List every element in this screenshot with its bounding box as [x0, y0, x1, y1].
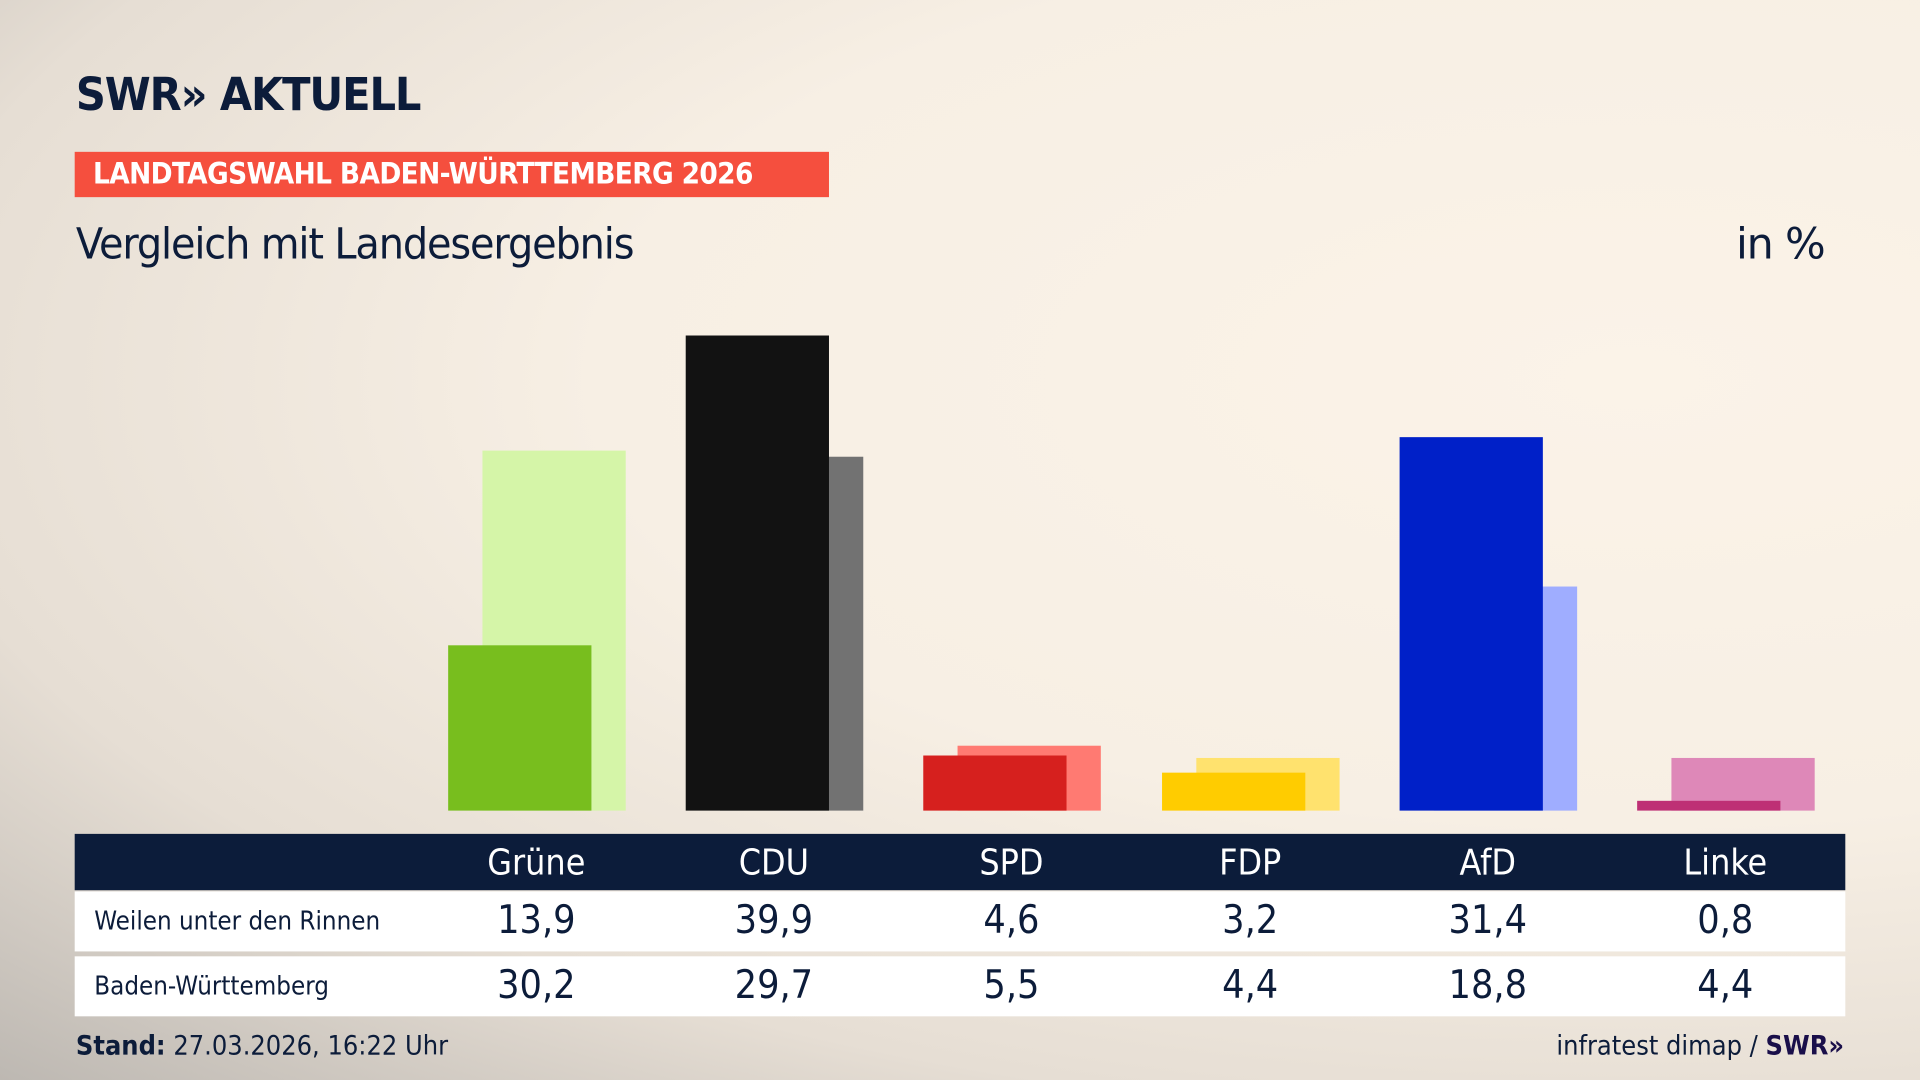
unit-label: in %	[1735, 220, 1826, 270]
bar-cdu-local	[685, 335, 829, 811]
bar-spd-local	[923, 755, 1067, 811]
value-cell: 18,8	[1448, 961, 1527, 1008]
stand-value: 27.03.2026, 16:22 Uhr	[173, 1031, 449, 1062]
table-row: Weilen unter den Rinnen 13,9 39,9 4,6 3,2 31,…	[74, 891, 1846, 952]
source-text: infratest dimap /	[1556, 1031, 1758, 1062]
value-cell: 13,9	[497, 896, 576, 943]
bar-fdp-local	[1162, 772, 1306, 811]
chart-subtitle: Vergleich mit Landesergebnis	[75, 220, 635, 270]
timestamp: Stand: 27.03.2026, 16:22 Uhr	[76, 1031, 448, 1062]
bar-linke-local	[1637, 801, 1781, 811]
swr-aktuell-logo: SWR» AKTUELL	[75, 68, 422, 122]
election-banner: LANDTAGSWAHL BADEN-WÜRTTEMBERG 2026	[74, 151, 829, 198]
column-header: Grüne	[487, 841, 586, 883]
value-cell: 4,4	[1697, 961, 1754, 1008]
value-cell: 4,4	[1222, 961, 1279, 1008]
row-label: Baden-Württemberg	[94, 971, 329, 1001]
column-header: SPD	[979, 841, 1044, 883]
column-header: CDU	[738, 841, 810, 883]
value-cell: 3,2	[1222, 896, 1279, 943]
value-cell: 30,2	[497, 961, 576, 1008]
bar-grüne-local	[448, 645, 592, 811]
value-cell: 5,5	[983, 961, 1040, 1008]
table-row: Baden-Württemberg 30,2 29,7 5,5 4,4 18,8 4,4	[74, 956, 1846, 1017]
table-header: Grüne CDU SPD FDP AfD Linke	[74, 833, 1846, 891]
column-header: AfD	[1459, 841, 1516, 883]
row-label: Weilen unter den Rinnen	[94, 906, 381, 936]
stand-label: Stand:	[75, 1031, 166, 1062]
column-header: FDP	[1219, 841, 1282, 883]
value-cell: 0,8	[1697, 896, 1754, 943]
value-cell: 29,7	[734, 961, 814, 1008]
bar-afd-local	[1399, 436, 1543, 811]
column-header: Linke	[1683, 841, 1768, 883]
value-cell: 39,9	[734, 896, 814, 943]
swr-logo: SWR»	[1765, 1031, 1845, 1062]
value-cell: 31,4	[1448, 896, 1527, 943]
source: infratest dimap / SWR»	[1556, 1031, 1844, 1062]
value-cell: 4,6	[983, 896, 1040, 943]
